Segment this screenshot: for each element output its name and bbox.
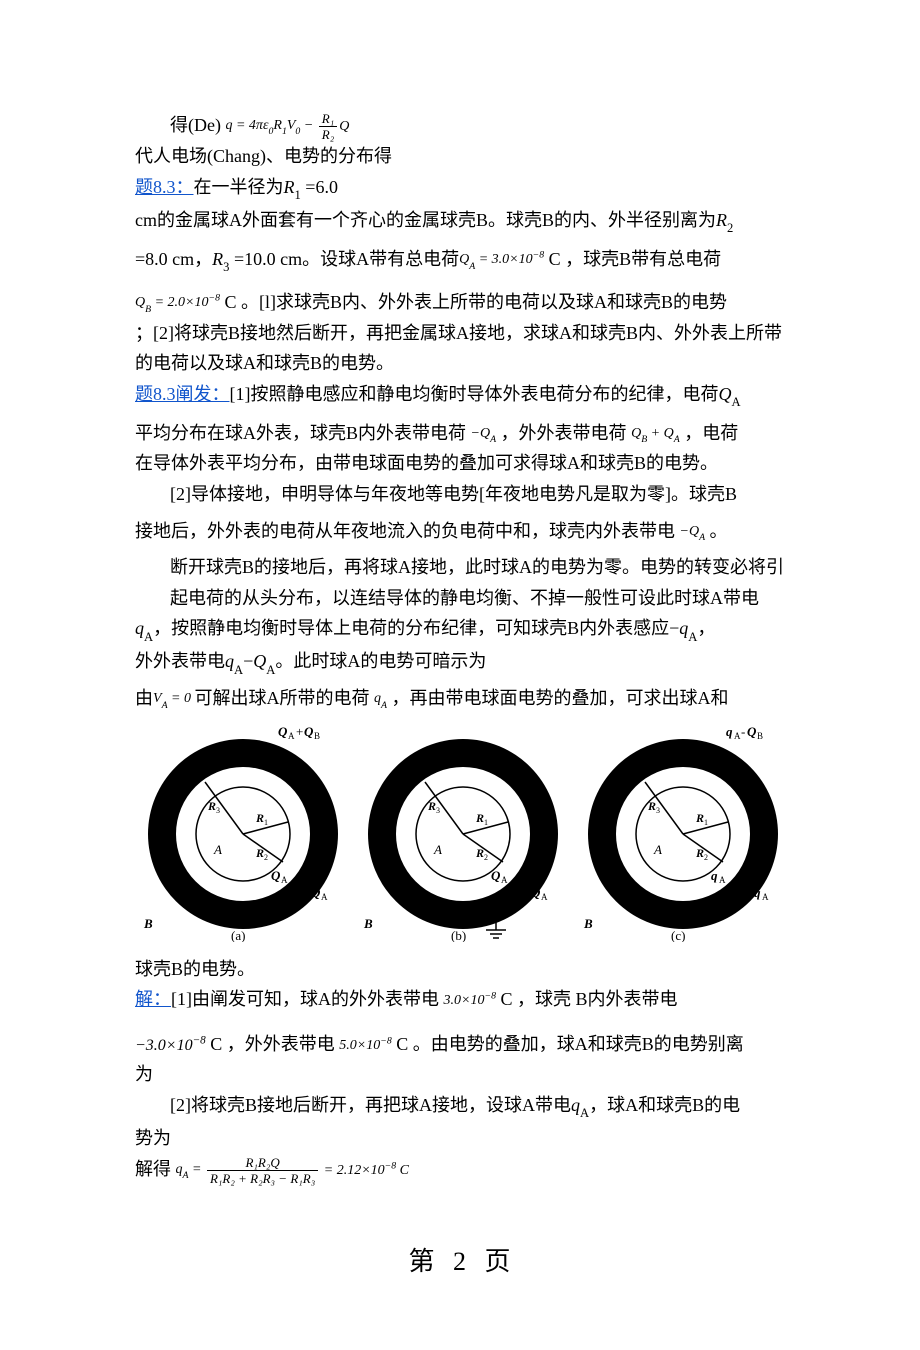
problem-l6: QB = 2.0×10−8 C 。[l]求球壳B内、外外表上所带的电荷以及球A和… [135, 287, 790, 318]
solution-l20: [2]将球壳B接地后断开，再把球A接地，设球A带电qA，球A和球壳B的电 [135, 1090, 790, 1123]
analysis-l12: 接地后，外外表的电荷从年夜地流入的负电荷中和，球壳内外表带电 −QA 。 [135, 516, 790, 547]
svg-text:B: B [363, 916, 373, 931]
solution-l19: 为 [135, 1059, 790, 1090]
solution-label: 解： [135, 989, 171, 1009]
svg-text:R: R [475, 846, 484, 860]
svg-text:A: A [321, 892, 328, 902]
svg-text:1: 1 [704, 818, 708, 827]
page-number: 第 2 页 [135, 1240, 790, 1284]
svg-text:Q: Q [311, 885, 321, 900]
solution-l21: 势为 [135, 1123, 790, 1154]
analysis-l16: 球壳B的电势。 [135, 954, 790, 985]
solution-l22: 解得 qA = R₁R₂QR₁R₂ + R₂R₃ − R₁R₃ = 2.12×1… [135, 1154, 790, 1185]
problem-l4: cm的金属球A外面套有一个齐心的金属球壳B。球壳B的内、外半径别离为R2 [135, 205, 790, 238]
solution-l17: 解：[1]由阐发可知，球A的外外表带电 3.0×10−8 C ，球壳 B内外表带… [135, 984, 790, 1015]
svg-text:2: 2 [264, 853, 268, 862]
svg-text:q: q [726, 724, 733, 739]
svg-text:A: A [719, 875, 726, 885]
svg-text:A: A [213, 842, 222, 857]
svg-text:2: 2 [704, 853, 708, 862]
svg-text:B: B [583, 916, 593, 931]
analysis-l13: 断开球壳B的接地后，再将球A接地，此时球A的电势为零。电势的转变必将引起电荷的从… [135, 552, 790, 613]
svg-text:A: A [653, 842, 662, 857]
analysis-l11: [2]导体接地，申明导体与年夜地等电势[年夜地电势凡是取为零]。球壳B [135, 479, 790, 510]
svg-text:A: A [433, 842, 442, 857]
svg-text:A: A [281, 875, 288, 885]
eq-de: 得(De) q = 4πε0R1V0 − R₁R₂Q [135, 110, 790, 141]
problem-8-3: 题8.3：在一半径为R1 =6.0 [135, 172, 790, 205]
svg-text:B: B [757, 731, 763, 741]
svg-text:Q: Q [747, 724, 757, 739]
analysis-l8: 题8.3阐发：[1]按照静电感应和静电均衡时导体外表电荷分布的纪律，电荷QA [135, 379, 790, 412]
svg-text:q: q [754, 885, 761, 900]
svg-text:-: - [741, 724, 745, 739]
svg-text:Q: Q [304, 724, 314, 739]
svg-text:A: A [734, 731, 741, 741]
svg-text:-: - [305, 885, 309, 900]
diagram-a: QA+QB R3 R1 R2 A QA -QA B (a) [138, 722, 348, 952]
svg-text:3: 3 [216, 806, 220, 815]
svg-text:-: - [748, 885, 752, 900]
svg-text:+: + [296, 724, 303, 739]
svg-text:A: A [501, 875, 508, 885]
svg-text:R: R [207, 799, 216, 813]
svg-text:Q: Q [491, 868, 501, 883]
svg-text:R: R [255, 846, 264, 860]
page-content: 得(De) q = 4πε0R1V0 − R₁R₂Q 代人电场(Chang)、电… [0, 0, 920, 1350]
analysis-l9: 平均分布在球A外表，球壳B内外表带电荷 −QA ，外外表带电荷 QB + QA … [135, 418, 790, 449]
svg-text:R: R [695, 846, 704, 860]
line-sub-field: 代人电场(Chang)、电势的分布得 [135, 141, 790, 172]
svg-text:Q: Q [271, 868, 281, 883]
svg-text:(b): (b) [451, 928, 466, 942]
svg-text:A: A [288, 731, 295, 741]
diagram-c: qA-QB R3 R1 R2 A qA -qA B (c) [578, 722, 788, 952]
problem-l5: =8.0 cm，R3 =10.0 cm。设球A带有总电荷QA = 3.0×10−… [135, 244, 790, 277]
diagram-row: QA+QB R3 R1 R2 A QA -QA B (a) [135, 722, 790, 952]
svg-text:R: R [695, 811, 704, 825]
svg-text:(a): (a) [231, 928, 245, 942]
svg-text:1: 1 [484, 818, 488, 827]
problem-l7: ；[2]将球壳B接地然后断开，再把金属球A接地，求球A和球壳B内、外外表上所带的… [135, 318, 790, 379]
svg-text:q: q [711, 868, 718, 883]
svg-text:R: R [475, 811, 484, 825]
svg-text:A: A [541, 892, 548, 902]
svg-text:B: B [143, 916, 153, 931]
svg-text:Q: Q [531, 885, 541, 900]
svg-text:A: A [762, 892, 769, 902]
svg-text:(c): (c) [671, 928, 685, 942]
analysis-l10: 在导体外表平均分布，由带电球面电势的叠加可求得球A和球壳B的电势。 [135, 448, 790, 479]
analysis-l15: 由VA = 0 可解出球A所带的电荷 qA ，再由带电球面电势的叠加，可求出球A… [135, 683, 790, 714]
analysis-l14: 外外表带电qA−QA。此时球A的电势可暗示为 [135, 646, 790, 679]
svg-text:R: R [427, 799, 436, 813]
svg-text:B: B [314, 731, 320, 741]
problem-label: 题8.3： [135, 177, 194, 197]
svg-text:-: - [525, 885, 529, 900]
svg-text:3: 3 [656, 806, 660, 815]
analysis-l13b: qA，按照静电均衡时导体上电荷的分布纪律，可知球壳B内外表感应−qA， [135, 613, 790, 646]
svg-text:R: R [647, 799, 656, 813]
analysis-label: 题8.3阐发： [135, 384, 230, 404]
svg-text:3: 3 [436, 806, 440, 815]
svg-text:2: 2 [484, 853, 488, 862]
svg-text:R: R [255, 811, 264, 825]
svg-text:1: 1 [264, 818, 268, 827]
diagram-b: R3 R1 R2 A QA -QA B (b) [358, 722, 568, 952]
solution-l18: −3.0×10−8 C ，外外表带电 5.0×10−8 C 。由电势的叠加，球A… [135, 1029, 790, 1060]
svg-text:Q: Q [278, 724, 288, 739]
